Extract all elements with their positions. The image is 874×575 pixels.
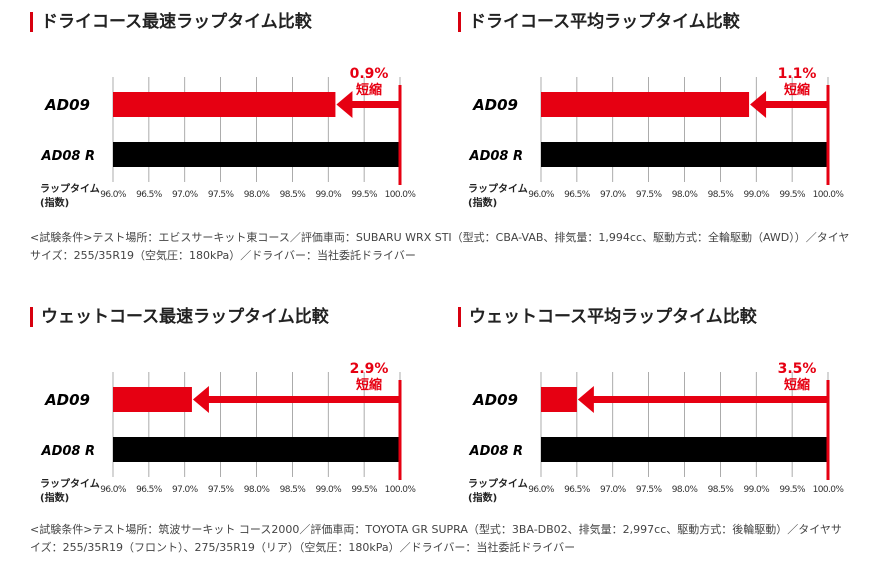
tick-label: 99.5% <box>779 190 806 200</box>
tick-label: 96.0% <box>100 190 127 200</box>
tick-label: 99.0% <box>315 485 342 495</box>
tick-label: 99.0% <box>743 190 770 200</box>
tick-label: 97.5% <box>636 190 663 200</box>
tick-label: 100.0% <box>385 485 417 495</box>
annotation-label: 短縮 <box>356 377 382 393</box>
arrow-head <box>192 386 209 413</box>
tick-label: 96.0% <box>528 190 555 200</box>
tick-label: 99.0% <box>743 485 770 495</box>
tick-label: 98.0% <box>244 190 271 200</box>
tick-label: 100.0% <box>385 190 417 200</box>
y-axis-label: ラップタイム <box>40 182 100 195</box>
bar-ad08r <box>113 142 400 167</box>
chart-title: ドライコース最速ラップタイム比較 <box>30 12 312 32</box>
bar-ad08r <box>113 437 400 462</box>
chart-dry-average: ドライコース平均ラップタイム比較 96.0% 96.5% 97.0% 97.5% 98.0… <box>428 0 865 215</box>
annotation-percent: 2.9% <box>350 361 389 377</box>
y-axis-label: (指数) <box>40 491 69 504</box>
annotation-percent: 3.5% <box>778 361 817 377</box>
tick-label: 96.5% <box>136 485 163 495</box>
tick-label: 96.5% <box>136 190 163 200</box>
category-label: AD08 R <box>41 444 95 459</box>
arrow-shaft <box>349 101 400 108</box>
chart-dry-fastest: ドライコース最速ラップタイム比較 96.0% 96.5% 97.0% 97.5% 98.0… <box>0 0 437 215</box>
annotation-percent: 0.9% <box>350 66 389 82</box>
tick-label: 98.0% <box>244 485 271 495</box>
tick-label: 98.5% <box>708 190 735 200</box>
tick-label: 98.5% <box>708 485 735 495</box>
chart-svg: 96.0% 96.5% 97.0% 97.5% 98.0% 98.5% 99.0% 99.5%… <box>40 66 417 209</box>
y-axis-label: (指数) <box>40 196 69 209</box>
chart-svg: 96.0% 96.5% 97.0% 97.5% 98.0% 98.5% 99.0% 99.5%… <box>468 361 845 504</box>
tick-label: 97.0% <box>600 485 627 495</box>
tick-label: 98.5% <box>280 485 307 495</box>
bar-ad09 <box>113 92 336 117</box>
tick-label: 98.0% <box>672 485 699 495</box>
chart-svg: 96.0% 96.5% 97.0% 97.5% 98.0% 98.5% 99.0% 99.5%… <box>468 66 845 209</box>
chart-wet-average: ウェットコース平均ラップタイム比較 96.0% 96.5% 97.0% 97.5% 98.… <box>428 295 865 510</box>
tick-label: 97.5% <box>208 485 235 495</box>
tick-label: 99.5% <box>351 485 378 495</box>
y-axis-label: ラップタイム <box>40 477 100 490</box>
category-label: AD08 R <box>469 444 523 459</box>
tick-label: 98.0% <box>672 190 699 200</box>
chart-title: ウェットコース最速ラップタイム比較 <box>30 307 329 327</box>
tick-label: 100.0% <box>813 190 845 200</box>
arrow-head <box>750 91 767 118</box>
category-label: AD09 <box>44 96 90 114</box>
arrow-shaft <box>763 101 828 108</box>
annotation-percent: 1.1% <box>778 66 817 82</box>
tick-label: 97.0% <box>172 485 199 495</box>
tick-label: 99.0% <box>315 190 342 200</box>
tick-label: 96.0% <box>100 485 127 495</box>
y-axis-label: ラップタイム <box>468 477 528 490</box>
arrow-head <box>577 386 594 413</box>
bar-ad09 <box>541 387 577 412</box>
dry-test-conditions: <試験条件>テスト場所：エビスサーキット東コース／評価車両：SUBARU WRX… <box>30 231 850 262</box>
y-axis-label: ラップタイム <box>468 182 528 195</box>
annotation-label: 短縮 <box>784 377 810 393</box>
arrow-shaft <box>205 396 400 403</box>
tick-label: 100.0% <box>813 485 845 495</box>
category-label: AD08 R <box>41 149 95 164</box>
bar-ad08r <box>541 142 828 167</box>
wet-test-conditions: <試験条件>テスト場所：筑波サーキット コース2000／評価車両：TOYOTA … <box>30 523 842 554</box>
chart-svg: 96.0% 96.5% 97.0% 97.5% 98.0% 98.5% 99.0% 99.5%… <box>40 361 417 504</box>
y-axis-label: (指数) <box>468 491 497 504</box>
category-label: AD08 R <box>469 149 523 164</box>
tick-label: 97.5% <box>208 190 235 200</box>
tick-label: 96.0% <box>528 485 555 495</box>
arrow-head <box>336 91 353 118</box>
tick-label: 97.0% <box>600 190 627 200</box>
arrow-shaft <box>590 396 828 403</box>
tick-label: 97.0% <box>172 190 199 200</box>
category-label: AD09 <box>472 391 518 409</box>
bar-ad09 <box>113 387 192 412</box>
bar-ad09 <box>541 92 750 117</box>
annotation-label: 短縮 <box>356 82 382 98</box>
annotation-label: 短縮 <box>784 82 810 98</box>
chart-title: ドライコース平均ラップタイム比較 <box>458 12 740 32</box>
category-label: AD09 <box>472 96 518 114</box>
category-label: AD09 <box>44 391 90 409</box>
tick-label: 98.5% <box>280 190 307 200</box>
tick-label: 99.5% <box>351 190 378 200</box>
bar-ad08r <box>541 437 828 462</box>
chart-wet-fastest: ウェットコース最速ラップタイム比較 96.0% 96.5% 97.0% 97.5% 98.… <box>0 295 437 510</box>
tick-label: 99.5% <box>779 485 806 495</box>
tick-label: 96.5% <box>564 485 591 495</box>
tick-label: 96.5% <box>564 190 591 200</box>
y-axis-label: (指数) <box>468 196 497 209</box>
chart-title: ウェットコース平均ラップタイム比較 <box>458 307 757 327</box>
tick-label: 97.5% <box>636 485 663 495</box>
